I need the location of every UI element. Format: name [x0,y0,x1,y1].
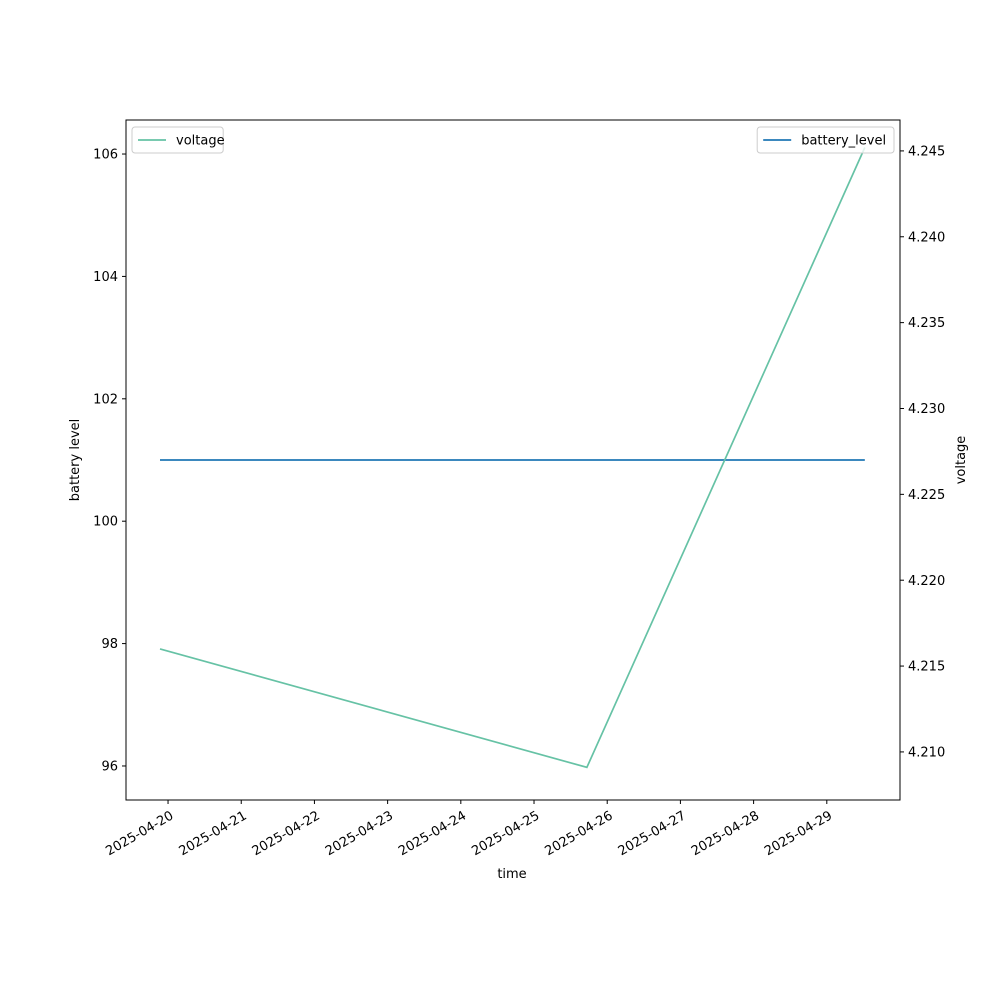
x-tick-label: 2025-04-28 [689,808,762,859]
x-tick-label: 2025-04-23 [323,808,396,859]
legend-box [756,126,895,154]
x-tick-label: 2025-04-25 [469,808,542,859]
legend-label: voltage [176,134,225,149]
legend: battery_level [756,126,895,154]
x-tick-label: 2025-04-27 [616,808,689,859]
y-tick-label: 96 [101,760,118,775]
y-axis-label: battery level [68,419,83,502]
x-tick-label: 2025-04-26 [543,808,616,859]
y2-tick-label: 4.245 [908,144,945,159]
y-tick-label: 100 [93,515,118,530]
y2-tick-label: 4.240 [908,230,945,245]
x-tick-label: 2025-04-24 [396,808,469,859]
y2-tick-label: 4.215 [908,660,945,675]
y2-axis-label: voltage [954,436,969,485]
x-tick-label: 2025-04-22 [250,808,323,859]
series-line [159,147,866,769]
legend: voltage [131,126,225,154]
y-tick-label: 102 [93,392,118,407]
y-tick-label: 106 [93,148,118,163]
y2-tick-label: 4.230 [908,402,945,417]
x-tick-label: 2025-04-20 [103,808,176,859]
y2-tick-label: 4.225 [908,488,945,503]
y2-tick-label: 4.210 [908,745,945,760]
y-tick-label: 104 [93,270,118,285]
plot-frame [125,119,901,801]
legend-box [131,126,224,154]
y-tick-label: 98 [101,637,118,652]
legend-label: battery_level [801,134,886,149]
y2-tick-label: 4.220 [908,574,945,589]
x-axis-label: time [497,867,526,882]
x-tick-label: 2025-04-21 [177,808,250,859]
y2-tick-label: 4.235 [908,316,945,331]
x-tick-label: 2025-04-29 [762,808,835,859]
